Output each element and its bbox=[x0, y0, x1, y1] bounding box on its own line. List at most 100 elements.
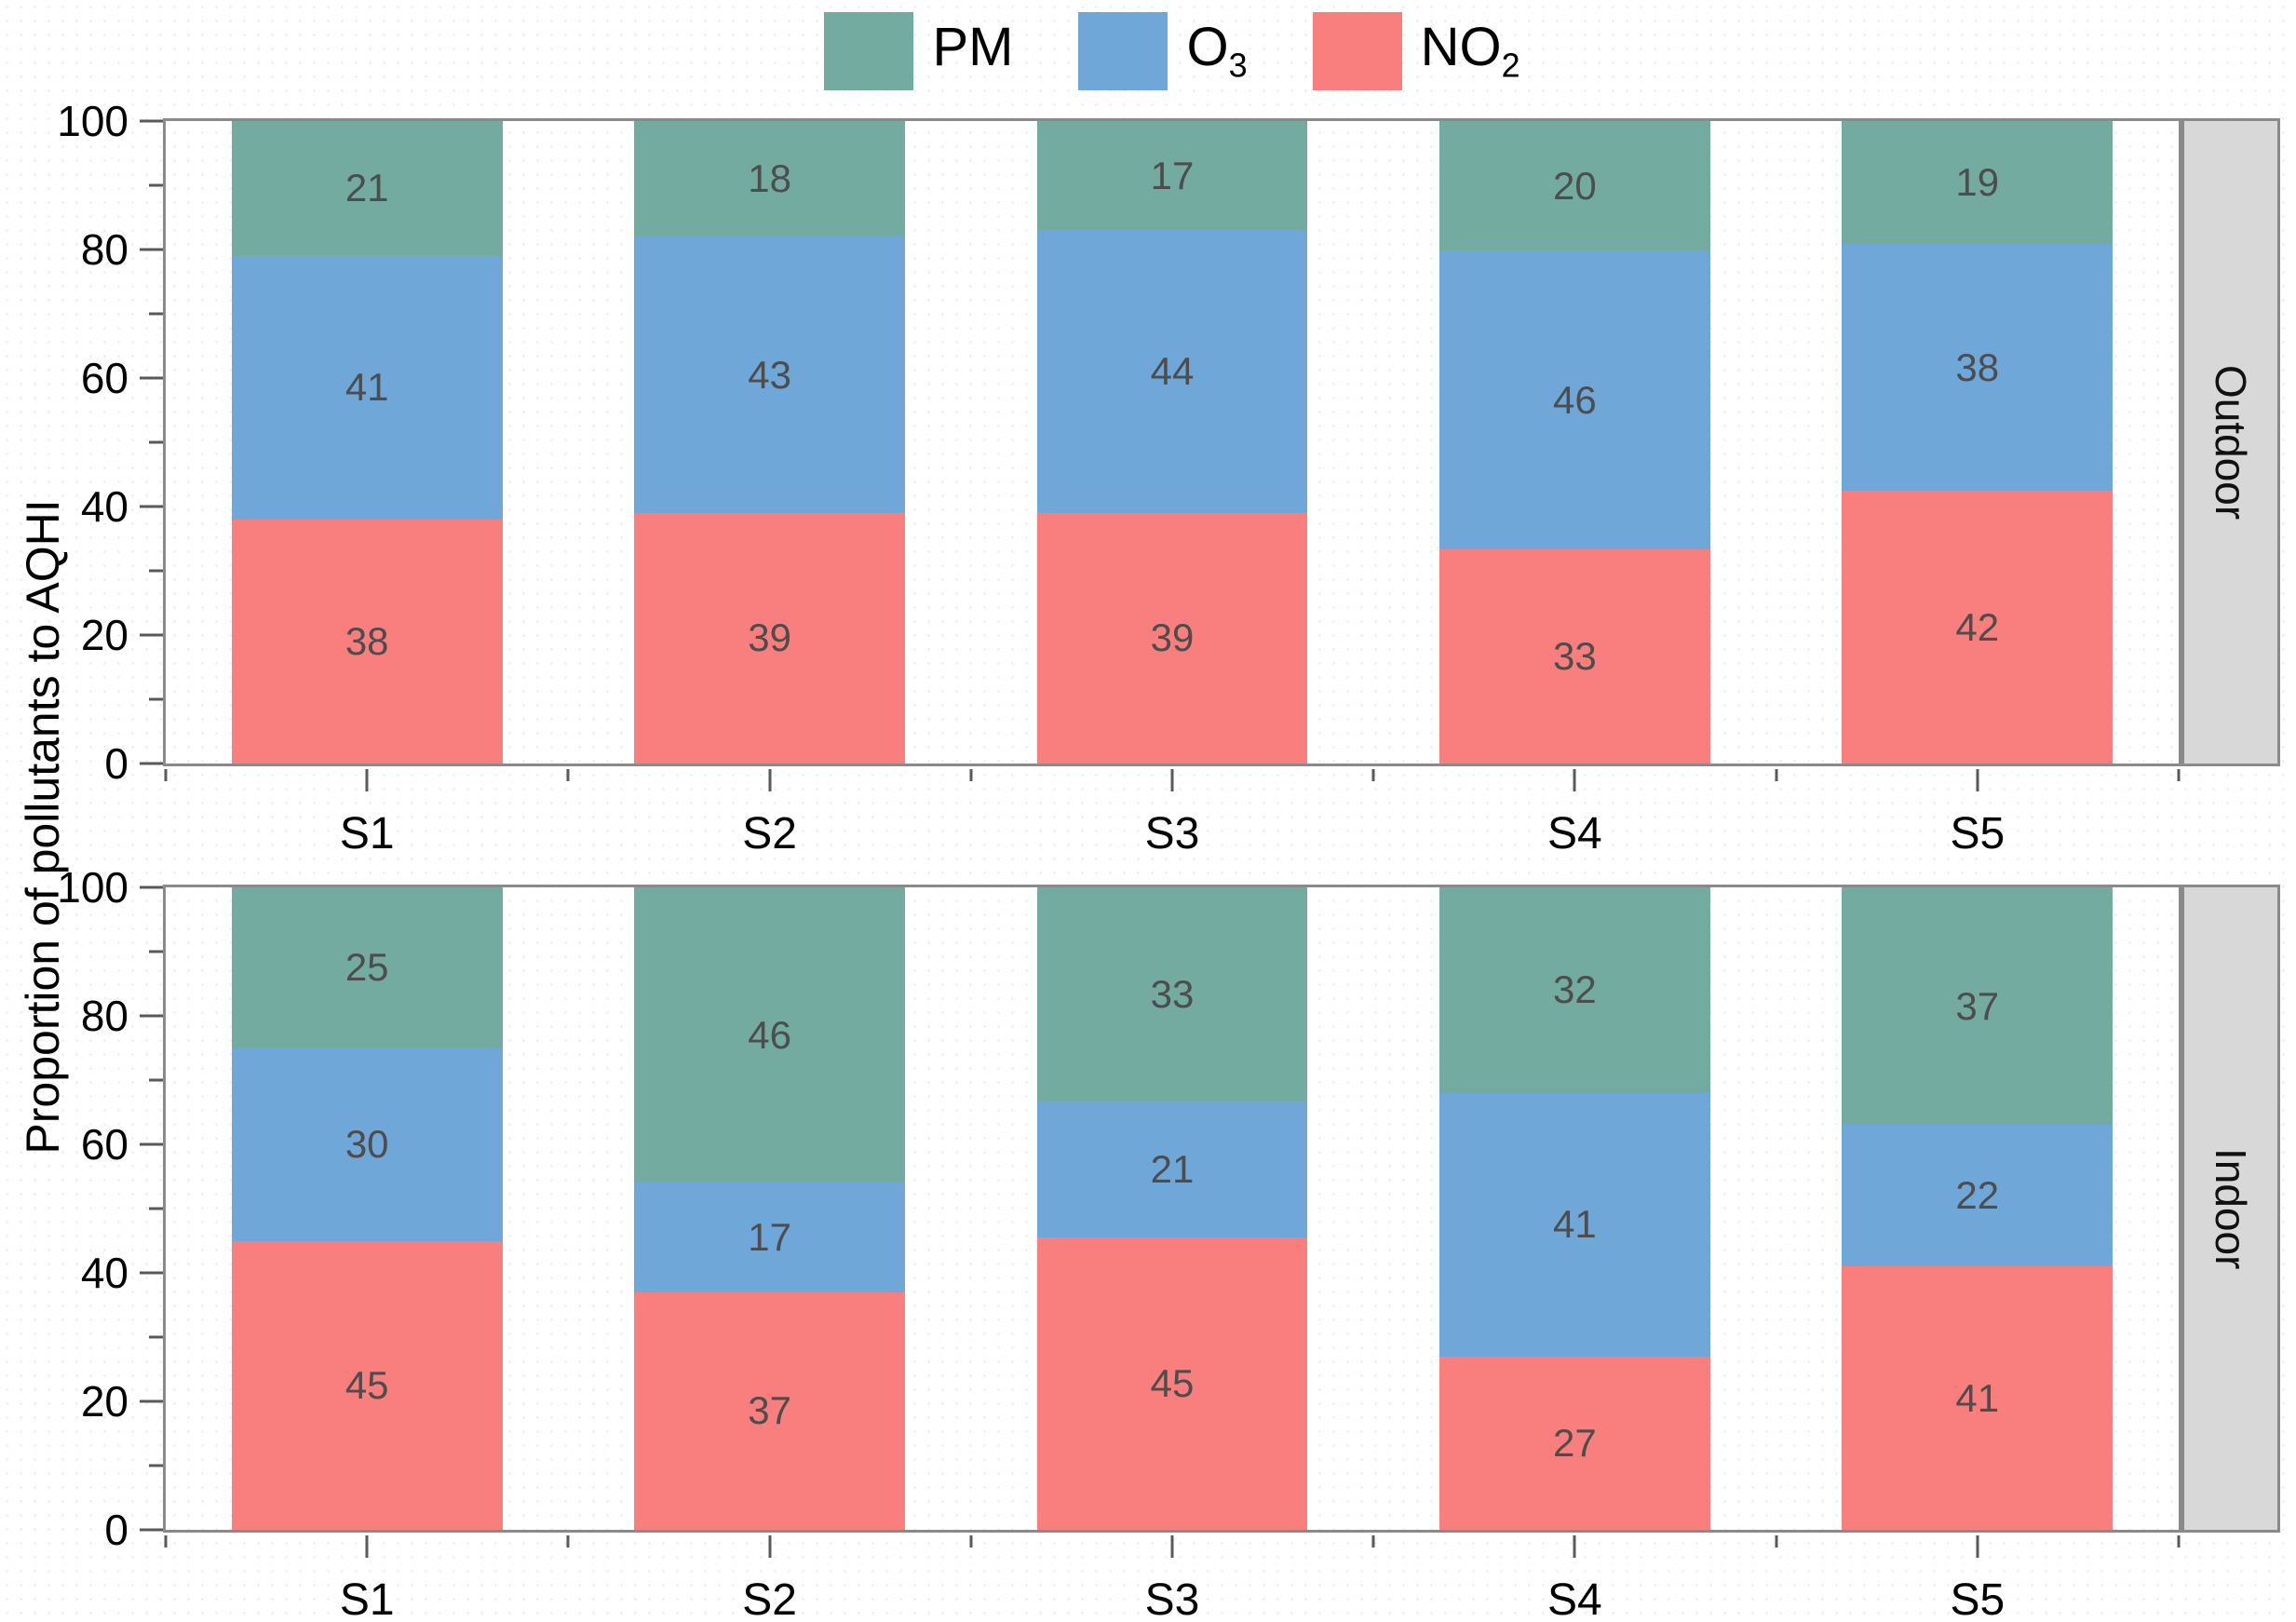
bar-value-label: 18 bbox=[748, 156, 791, 201]
bar-value-label: 37 bbox=[748, 1388, 791, 1433]
x-major-tick bbox=[768, 769, 772, 791]
x-category-label: S4 bbox=[1547, 809, 1602, 858]
x-major-tick bbox=[768, 1535, 772, 1558]
bar-value-label: 42 bbox=[1955, 604, 2000, 649]
x-major-tick bbox=[1976, 769, 1979, 791]
bar-value-label: 41 bbox=[344, 365, 389, 410]
bar-value-label: 46 bbox=[1553, 377, 1597, 422]
x-major-tick bbox=[1573, 769, 1576, 791]
bar-segment-pm-s1 bbox=[231, 887, 503, 1048]
x-category-label: S4 bbox=[1547, 1575, 1602, 1622]
x-category-label: S1 bbox=[339, 809, 395, 858]
bar-segment-no2-s2 bbox=[634, 1291, 905, 1530]
bar-value-label: 38 bbox=[344, 618, 389, 663]
bar-segment-no2-s4 bbox=[1439, 549, 1710, 764]
bar-segment-o3-s4 bbox=[1439, 1092, 1710, 1357]
x-category-label: S1 bbox=[339, 1575, 395, 1622]
x-major-tick bbox=[1573, 1535, 1576, 1558]
y-tick-label: 20 bbox=[80, 611, 128, 659]
legend-label-pm-text: PM bbox=[932, 16, 1014, 77]
x-minor-tick bbox=[1371, 1535, 1375, 1548]
bar-value-label: 33 bbox=[1150, 972, 1195, 1016]
legend-label-no2-text: NO bbox=[1420, 16, 1502, 77]
bar-segment-no2-s3 bbox=[1036, 1237, 1308, 1530]
y-minor-tick bbox=[149, 1335, 163, 1339]
bar-value-label: 17 bbox=[748, 1215, 791, 1260]
legend: PM O3 NO2 bbox=[163, 2, 2181, 101]
x-category-label: S2 bbox=[742, 809, 797, 858]
x-category-label: S2 bbox=[742, 1575, 797, 1622]
x-category-label: S3 bbox=[1144, 1575, 1200, 1622]
y-tick-label: 0 bbox=[104, 1506, 128, 1554]
bar-value-label: 25 bbox=[344, 945, 389, 990]
y-minor-tick bbox=[149, 1078, 163, 1082]
y-minor-tick bbox=[149, 312, 163, 316]
x-category-label: S5 bbox=[1950, 1575, 2006, 1622]
bar-value-label: 32 bbox=[1553, 967, 1597, 1012]
legend-label-o3: O3 bbox=[1186, 20, 1247, 83]
x-minor-tick bbox=[164, 1535, 168, 1548]
bar-segment-o3-s2 bbox=[634, 1183, 905, 1292]
x-axis-indoor: S1 S2 S3 S4 S5 bbox=[164, 1535, 2181, 1622]
y-major-tick bbox=[140, 1014, 163, 1018]
bar-segment-o3-s5 bbox=[1842, 244, 2114, 492]
x-minor-tick bbox=[566, 769, 570, 781]
legend-label-no2: NO2 bbox=[1421, 20, 1520, 83]
y-tick-label: 0 bbox=[104, 739, 128, 788]
legend-swatch-no2 bbox=[1312, 12, 1402, 90]
facet-label: Indoor bbox=[2207, 1147, 2255, 1270]
facet-strip-outdoor: Outdoor bbox=[2181, 118, 2280, 766]
bar-segment-no2-s1 bbox=[231, 519, 503, 764]
x-major-tick bbox=[1976, 1535, 1979, 1558]
y-minor-tick bbox=[149, 950, 163, 953]
x-major-tick bbox=[365, 769, 369, 791]
bar-segment-no2-s5 bbox=[1842, 491, 2114, 764]
y-minor-tick bbox=[149, 697, 163, 701]
y-tick-label: 60 bbox=[80, 1120, 128, 1169]
bar-value-label: 39 bbox=[748, 615, 791, 660]
y-minor-tick bbox=[149, 440, 163, 444]
legend-swatch-o3 bbox=[1078, 12, 1168, 90]
y-tick-label: 60 bbox=[80, 354, 128, 402]
bar-segment-o3-s1 bbox=[231, 1048, 503, 1241]
x-major-tick bbox=[1170, 769, 1174, 791]
bar-value-label: 20 bbox=[1553, 163, 1597, 208]
legend-item-pm: PM bbox=[824, 12, 1013, 90]
y-major-tick bbox=[140, 1399, 163, 1403]
x-minor-tick bbox=[969, 769, 973, 781]
bar-value-label: 21 bbox=[344, 166, 389, 210]
y-tick-label: 80 bbox=[80, 225, 128, 274]
bar-segment-no2-s4 bbox=[1439, 1356, 1710, 1530]
legend-label-no2-sub: 2 bbox=[1501, 46, 1520, 85]
facet-label: Outdoor bbox=[2207, 364, 2255, 520]
bar-segment-pm-s4 bbox=[1439, 121, 1710, 251]
y-major-tick bbox=[140, 119, 163, 123]
x-minor-tick bbox=[164, 769, 168, 781]
bar-segment-o3-s2 bbox=[634, 237, 905, 513]
bar-value-label: 46 bbox=[748, 1012, 791, 1057]
y-tick-label: 40 bbox=[80, 482, 128, 531]
y-major-tick bbox=[140, 633, 163, 637]
bar-value-label: 27 bbox=[1553, 1420, 1597, 1465]
bar-segment-o3-s3 bbox=[1036, 230, 1308, 513]
legend-label-pm: PM bbox=[932, 20, 1013, 83]
bar-segment-no2-s3 bbox=[1036, 512, 1308, 764]
bar-value-label: 41 bbox=[1553, 1202, 1597, 1247]
bar-segment-pm-s4 bbox=[1439, 887, 1710, 1093]
bar-value-label: 45 bbox=[1150, 1361, 1195, 1406]
y-tick-label: 20 bbox=[80, 1377, 128, 1426]
bar-segment-o3-s4 bbox=[1439, 250, 1710, 549]
y-tick-label: 100 bbox=[57, 97, 128, 145]
facet-strip-indoor: Indoor bbox=[2181, 885, 2280, 1533]
x-minor-tick bbox=[969, 1535, 973, 1548]
legend-label-o3-sub: 3 bbox=[1228, 46, 1248, 85]
x-category-label: S5 bbox=[1950, 809, 2006, 858]
y-major-tick bbox=[140, 505, 163, 508]
bar-value-label: 44 bbox=[1150, 349, 1195, 394]
x-minor-tick bbox=[1775, 1535, 1778, 1548]
bar-value-label: 30 bbox=[344, 1122, 389, 1166]
panel-indoor: 0 20 40 60 80 100 45 30 25 37 17 46 45 21 33 27 41 32 41 22… bbox=[57, 863, 2181, 1554]
bar-value-label: 19 bbox=[1955, 160, 2000, 205]
bar-segment-o3-s3 bbox=[1036, 1102, 1308, 1238]
bar-value-label: 43 bbox=[748, 352, 791, 397]
